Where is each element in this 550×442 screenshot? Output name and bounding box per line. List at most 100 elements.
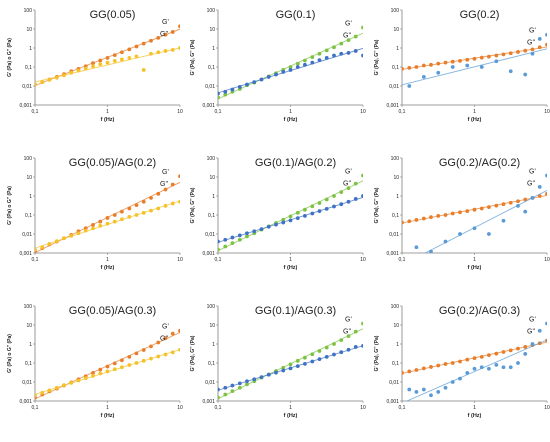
data-point-series-1 bbox=[508, 200, 513, 205]
chart-title: GG(0.05)/AG(0.3) bbox=[69, 305, 156, 317]
data-point-series-2 bbox=[317, 357, 322, 362]
data-point-series-1 bbox=[361, 321, 363, 326]
data-point-series-2 bbox=[523, 209, 528, 214]
x-axis-label: f (Hz) bbox=[101, 265, 115, 271]
x-axis-label: f (Hz) bbox=[101, 117, 115, 123]
data-point-series-1 bbox=[178, 174, 180, 179]
x-tick-label: 1 bbox=[106, 109, 109, 115]
y-tick-label: 1 bbox=[29, 46, 32, 52]
data-point-series-2 bbox=[346, 347, 351, 352]
x-tick-label: 0,1 bbox=[215, 405, 222, 411]
chart-panel-7: 0,001 0,01 0,1 1 10 100 0,1 1 10 f (Hz) G' (Pa) o … bbox=[7, 304, 183, 419]
chart-panel-9: 0,001 0,01 0,1 1 10 100 0,1 1 10 f (Hz) G' (Pa), G… bbox=[374, 304, 550, 419]
data-point-series-1 bbox=[218, 395, 220, 400]
y-tick-label: 0,1 bbox=[392, 65, 399, 71]
data-point-series-1 bbox=[295, 61, 300, 66]
chart-panel-2: 0,001 0,01 0,1 1 10 100 0,1 1 10 f (Hz) G' (Pa), G… bbox=[190, 8, 366, 123]
series-annotation-g-double-prime: G'' bbox=[527, 40, 535, 47]
data-point-series-2 bbox=[178, 347, 180, 352]
plot-area bbox=[218, 321, 363, 400]
y-axis-label: G' (Pa), G'' (Pa) bbox=[190, 335, 196, 371]
data-point-series-1 bbox=[324, 48, 329, 53]
series-annotation-g-prime: G' bbox=[529, 316, 536, 323]
data-point-series-2 bbox=[317, 58, 322, 63]
y-tick-label: 10 bbox=[393, 175, 399, 181]
x-tick-label: 10 bbox=[360, 109, 366, 115]
data-point-series-2 bbox=[295, 364, 300, 369]
data-point-series-1 bbox=[414, 368, 419, 372]
data-point-series-1 bbox=[545, 191, 547, 196]
chart-title: GG(0.2)/AG(0.3) bbox=[439, 305, 520, 317]
data-point-series-2 bbox=[274, 72, 278, 77]
data-point-series-1 bbox=[465, 209, 470, 214]
plot-area bbox=[402, 173, 547, 253]
data-point-series-1 bbox=[458, 210, 462, 215]
data-point-series-1 bbox=[346, 38, 351, 43]
data-point-series-1 bbox=[436, 213, 441, 218]
y-tick-label: 0,001 bbox=[202, 251, 215, 257]
data-point-series-2 bbox=[295, 216, 300, 221]
y-axis-label: G' (Pa) o G'' (Pa) bbox=[7, 186, 13, 225]
data-point-series-1 bbox=[223, 92, 228, 97]
data-point-series-1 bbox=[223, 392, 228, 397]
x-tick-label: 10 bbox=[177, 109, 183, 115]
data-point-series-2 bbox=[353, 345, 358, 349]
chart-title: GG(0.05) bbox=[90, 9, 136, 21]
data-point-series-1 bbox=[465, 57, 470, 62]
y-tick-label: 10 bbox=[209, 323, 215, 329]
data-point-series-2 bbox=[295, 65, 300, 69]
series-annotation-g-prime: G' bbox=[529, 168, 536, 175]
data-point-series-2 bbox=[230, 87, 235, 92]
data-point-series-1 bbox=[218, 95, 220, 100]
data-point-series-2 bbox=[429, 393, 433, 398]
series-annotation-g-prime: G' bbox=[345, 20, 352, 27]
y-tick-label: 0,01 bbox=[389, 232, 399, 238]
data-point-series-2 bbox=[141, 68, 146, 72]
data-point-series-1 bbox=[149, 344, 153, 349]
data-point-series-1 bbox=[465, 357, 470, 362]
data-point-series-2 bbox=[112, 219, 117, 224]
data-point-series-2 bbox=[40, 80, 45, 85]
data-point-series-1 bbox=[472, 56, 477, 61]
data-point-series-1 bbox=[402, 66, 404, 71]
data-point-series-2 bbox=[149, 51, 153, 56]
series-annotation-g-double-prime: G'' bbox=[343, 32, 351, 39]
data-point-series-1 bbox=[346, 334, 351, 339]
data-point-series-2 bbox=[62, 236, 66, 241]
y-axis-label: G' (Pa), G'' (Pa) bbox=[190, 39, 196, 75]
data-point-series-2 bbox=[141, 210, 146, 215]
data-point-series-1 bbox=[170, 30, 175, 34]
data-point-series-1 bbox=[508, 51, 513, 56]
data-point-series-2 bbox=[230, 383, 235, 388]
data-point-series-1 bbox=[310, 55, 315, 60]
data-point-series-1 bbox=[516, 346, 520, 351]
y-axis-label: G' (Pa) o G'' (Pa) bbox=[7, 334, 13, 373]
data-point-series-1 bbox=[353, 34, 358, 39]
data-point-series-2 bbox=[421, 75, 426, 79]
chart-panel-6: 0,001 0,01 0,1 1 10 100 0,1 1 10 f (Hz) G' (Pa), G… bbox=[374, 156, 550, 271]
x-tick-label: 0,1 bbox=[32, 109, 39, 115]
data-point-series-2 bbox=[47, 388, 52, 393]
data-point-series-2 bbox=[458, 232, 462, 236]
data-point-series-1 bbox=[421, 216, 426, 221]
x-tick-label: 0,1 bbox=[215, 257, 222, 263]
y-tick-label: 1 bbox=[212, 194, 215, 200]
data-point-series-1 bbox=[149, 38, 153, 43]
y-tick-label: 0,001 bbox=[202, 103, 215, 109]
data-point-series-2 bbox=[458, 376, 462, 381]
plot-area bbox=[35, 24, 180, 87]
data-point-series-2 bbox=[223, 385, 228, 390]
x-tick-label: 1 bbox=[289, 109, 292, 115]
x-axis-label: f (Hz) bbox=[468, 117, 482, 123]
data-point-series-2 bbox=[530, 51, 535, 56]
data-point-series-1 bbox=[523, 197, 528, 202]
y-tick-label: 0,01 bbox=[389, 84, 399, 90]
data-point-series-2 bbox=[259, 77, 264, 82]
data-point-series-2 bbox=[76, 68, 81, 73]
x-tick-label: 0,1 bbox=[215, 109, 222, 115]
y-tick-label: 100 bbox=[207, 156, 216, 162]
data-point-series-1 bbox=[134, 351, 139, 356]
data-point-series-2 bbox=[35, 247, 37, 252]
y-axis-label: G' (Pa) o G'' (Pa) bbox=[7, 38, 13, 77]
